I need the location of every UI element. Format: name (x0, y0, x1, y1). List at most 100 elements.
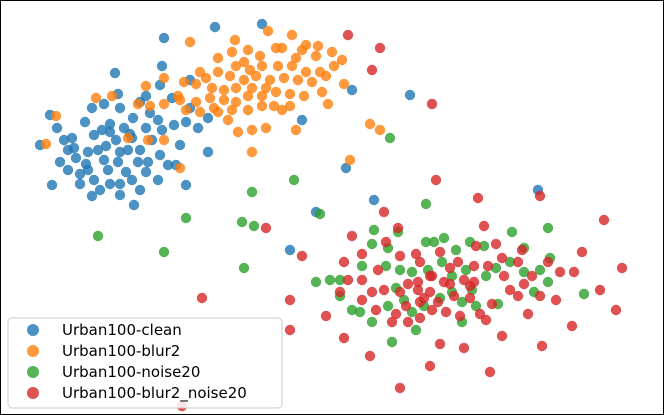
point-urban100-blur2-80 (364, 118, 376, 130)
point-urban100-blur2-38 (230, 96, 242, 108)
points-layer (34, 18, 628, 412)
point-urban100-blur2-56 (222, 114, 234, 126)
point-urban100-blur2-noise20-60 (486, 298, 498, 310)
point-urban100-blur2-68 (200, 72, 212, 84)
point-urban100-blur2-noise20-44 (402, 278, 414, 290)
point-urban100-blur2-48 (226, 104, 238, 116)
point-urban100-blur2-86 (246, 82, 258, 94)
point-urban100-blur2-noise20-32 (490, 238, 502, 250)
point-urban100-clean-72 (202, 146, 214, 158)
point-urban100-blur2-noise20-43 (412, 284, 424, 296)
point-urban100-blur2-noise20-89 (196, 292, 208, 304)
point-urban100-noise20-61 (380, 260, 392, 272)
point-urban100-noise20-8 (92, 230, 104, 242)
point-urban100-blur2-noise20-33 (496, 252, 508, 264)
point-urban100-noise20-58 (460, 264, 472, 276)
point-urban100-noise20-12 (420, 198, 432, 210)
point-urban100-clean-31 (122, 144, 134, 156)
legend-marker-blur2 (27, 345, 39, 357)
point-urban100-blur2-75 (50, 110, 62, 122)
point-urban100-blur2-noise20-11 (616, 262, 628, 274)
point-urban100-blur2-noise20-13 (610, 304, 622, 316)
point-urban100-clean-67 (140, 90, 152, 102)
point-urban100-blur2-0 (184, 36, 196, 48)
point-urban100-clean-3 (109, 67, 121, 79)
point-urban100-blur2-noise20-38 (482, 260, 494, 272)
point-urban100-blur2-noise20-8 (534, 190, 546, 202)
point-urban100-blur2-63 (338, 78, 350, 90)
point-urban100-clean-62 (68, 142, 80, 154)
point-urban100-clean-22 (100, 140, 112, 152)
point-urban100-blur2-62 (322, 98, 334, 110)
point-urban100-blur2-44 (284, 100, 296, 112)
point-urban100-blur2-noise20-69 (432, 296, 444, 308)
point-urban100-blur2-noise20-46 (378, 284, 390, 296)
point-urban100-blur2-87 (238, 56, 250, 68)
point-urban100-blur2-23 (320, 70, 332, 82)
point-urban100-blur2-65 (316, 86, 328, 98)
point-urban100-blur2-45 (268, 100, 280, 112)
point-urban100-blur2-noise20-26 (338, 256, 350, 268)
point-urban100-blur2-58 (246, 124, 258, 136)
point-urban100-blur2-46 (256, 100, 268, 112)
point-urban100-noise20-24 (542, 276, 554, 288)
point-urban100-blur2-noise20-64 (550, 294, 562, 306)
point-urban100-blur2-84 (226, 46, 238, 58)
point-urban100-noise20-45 (410, 324, 422, 336)
point-urban100-clean-47 (132, 156, 144, 168)
point-urban100-blur2-71 (122, 132, 134, 144)
point-urban100-noise20-43 (470, 300, 482, 312)
point-urban100-clean-55 (128, 199, 140, 211)
point-urban100-noise20-1 (246, 186, 258, 198)
point-urban100-clean-66 (152, 114, 164, 126)
point-urban100-blur2-noise20-54 (402, 316, 414, 328)
point-urban100-blur2-72 (142, 134, 154, 146)
point-urban100-noise20-38 (456, 296, 468, 308)
point-urban100-noise20-5 (248, 220, 260, 232)
point-urban100-clean-29 (102, 164, 114, 176)
point-urban100-blur2-noise20-80 (380, 236, 392, 248)
point-urban100-blur2-noise20-3 (426, 98, 438, 110)
point-urban100-clean-54 (134, 184, 146, 196)
point-urban100-noise20-57 (428, 236, 440, 248)
point-urban100-blur2-32 (190, 78, 202, 90)
point-urban100-noise20-48 (346, 304, 358, 316)
point-urban100-clean-14 (104, 118, 116, 130)
point-urban100-clean-8 (51, 122, 63, 134)
point-urban100-noise20-55 (334, 274, 346, 286)
point-urban100-blur2-noise20-16 (496, 330, 508, 342)
point-urban100-clean-50 (180, 116, 192, 128)
point-urban100-clean-46 (98, 154, 110, 166)
point-urban100-blur2-7 (310, 50, 322, 62)
point-urban100-blur2-noise20-79 (542, 256, 554, 268)
point-urban100-clean-11 (79, 116, 91, 128)
point-urban100-blur2-31 (206, 82, 218, 94)
point-urban100-blur2-19 (286, 60, 298, 72)
point-urban100-blur2-noise20-6 (472, 192, 484, 204)
point-urban100-clean-37 (140, 166, 152, 178)
point-urban100-noise20-13 (420, 236, 432, 248)
point-urban100-noise20-7 (158, 246, 170, 258)
point-urban100-clean-60 (92, 144, 104, 156)
point-urban100-blur2-noise20-2 (366, 64, 378, 76)
point-urban100-clean-32 (134, 144, 146, 156)
point-urban100-blur2-70 (132, 98, 144, 110)
point-urban100-blur2-35 (190, 96, 202, 108)
point-urban100-blur2-10 (254, 50, 266, 62)
point-urban100-noise20-3 (180, 212, 192, 224)
point-urban100-clean-56 (114, 189, 126, 201)
point-urban100-blur2-noise20-52 (370, 304, 382, 316)
point-urban100-blur2-55 (158, 72, 170, 84)
point-urban100-clean-73 (174, 139, 186, 151)
point-urban100-blur2-noise20-77 (512, 290, 524, 302)
point-urban100-clean-65 (114, 146, 126, 158)
point-urban100-blur2-noise20-53 (386, 316, 398, 328)
point-urban100-blur2-noise20-78 (516, 244, 528, 256)
point-urban100-clean-21 (110, 134, 122, 146)
point-urban100-clean-84 (340, 162, 352, 174)
point-urban100-blur2-74 (174, 162, 186, 174)
point-urban100-clean-48 (142, 156, 154, 168)
legend-marker-blur2-noise20 (27, 387, 39, 399)
point-urban100-blur2-64 (336, 54, 348, 66)
point-urban100-clean-83 (284, 244, 296, 256)
